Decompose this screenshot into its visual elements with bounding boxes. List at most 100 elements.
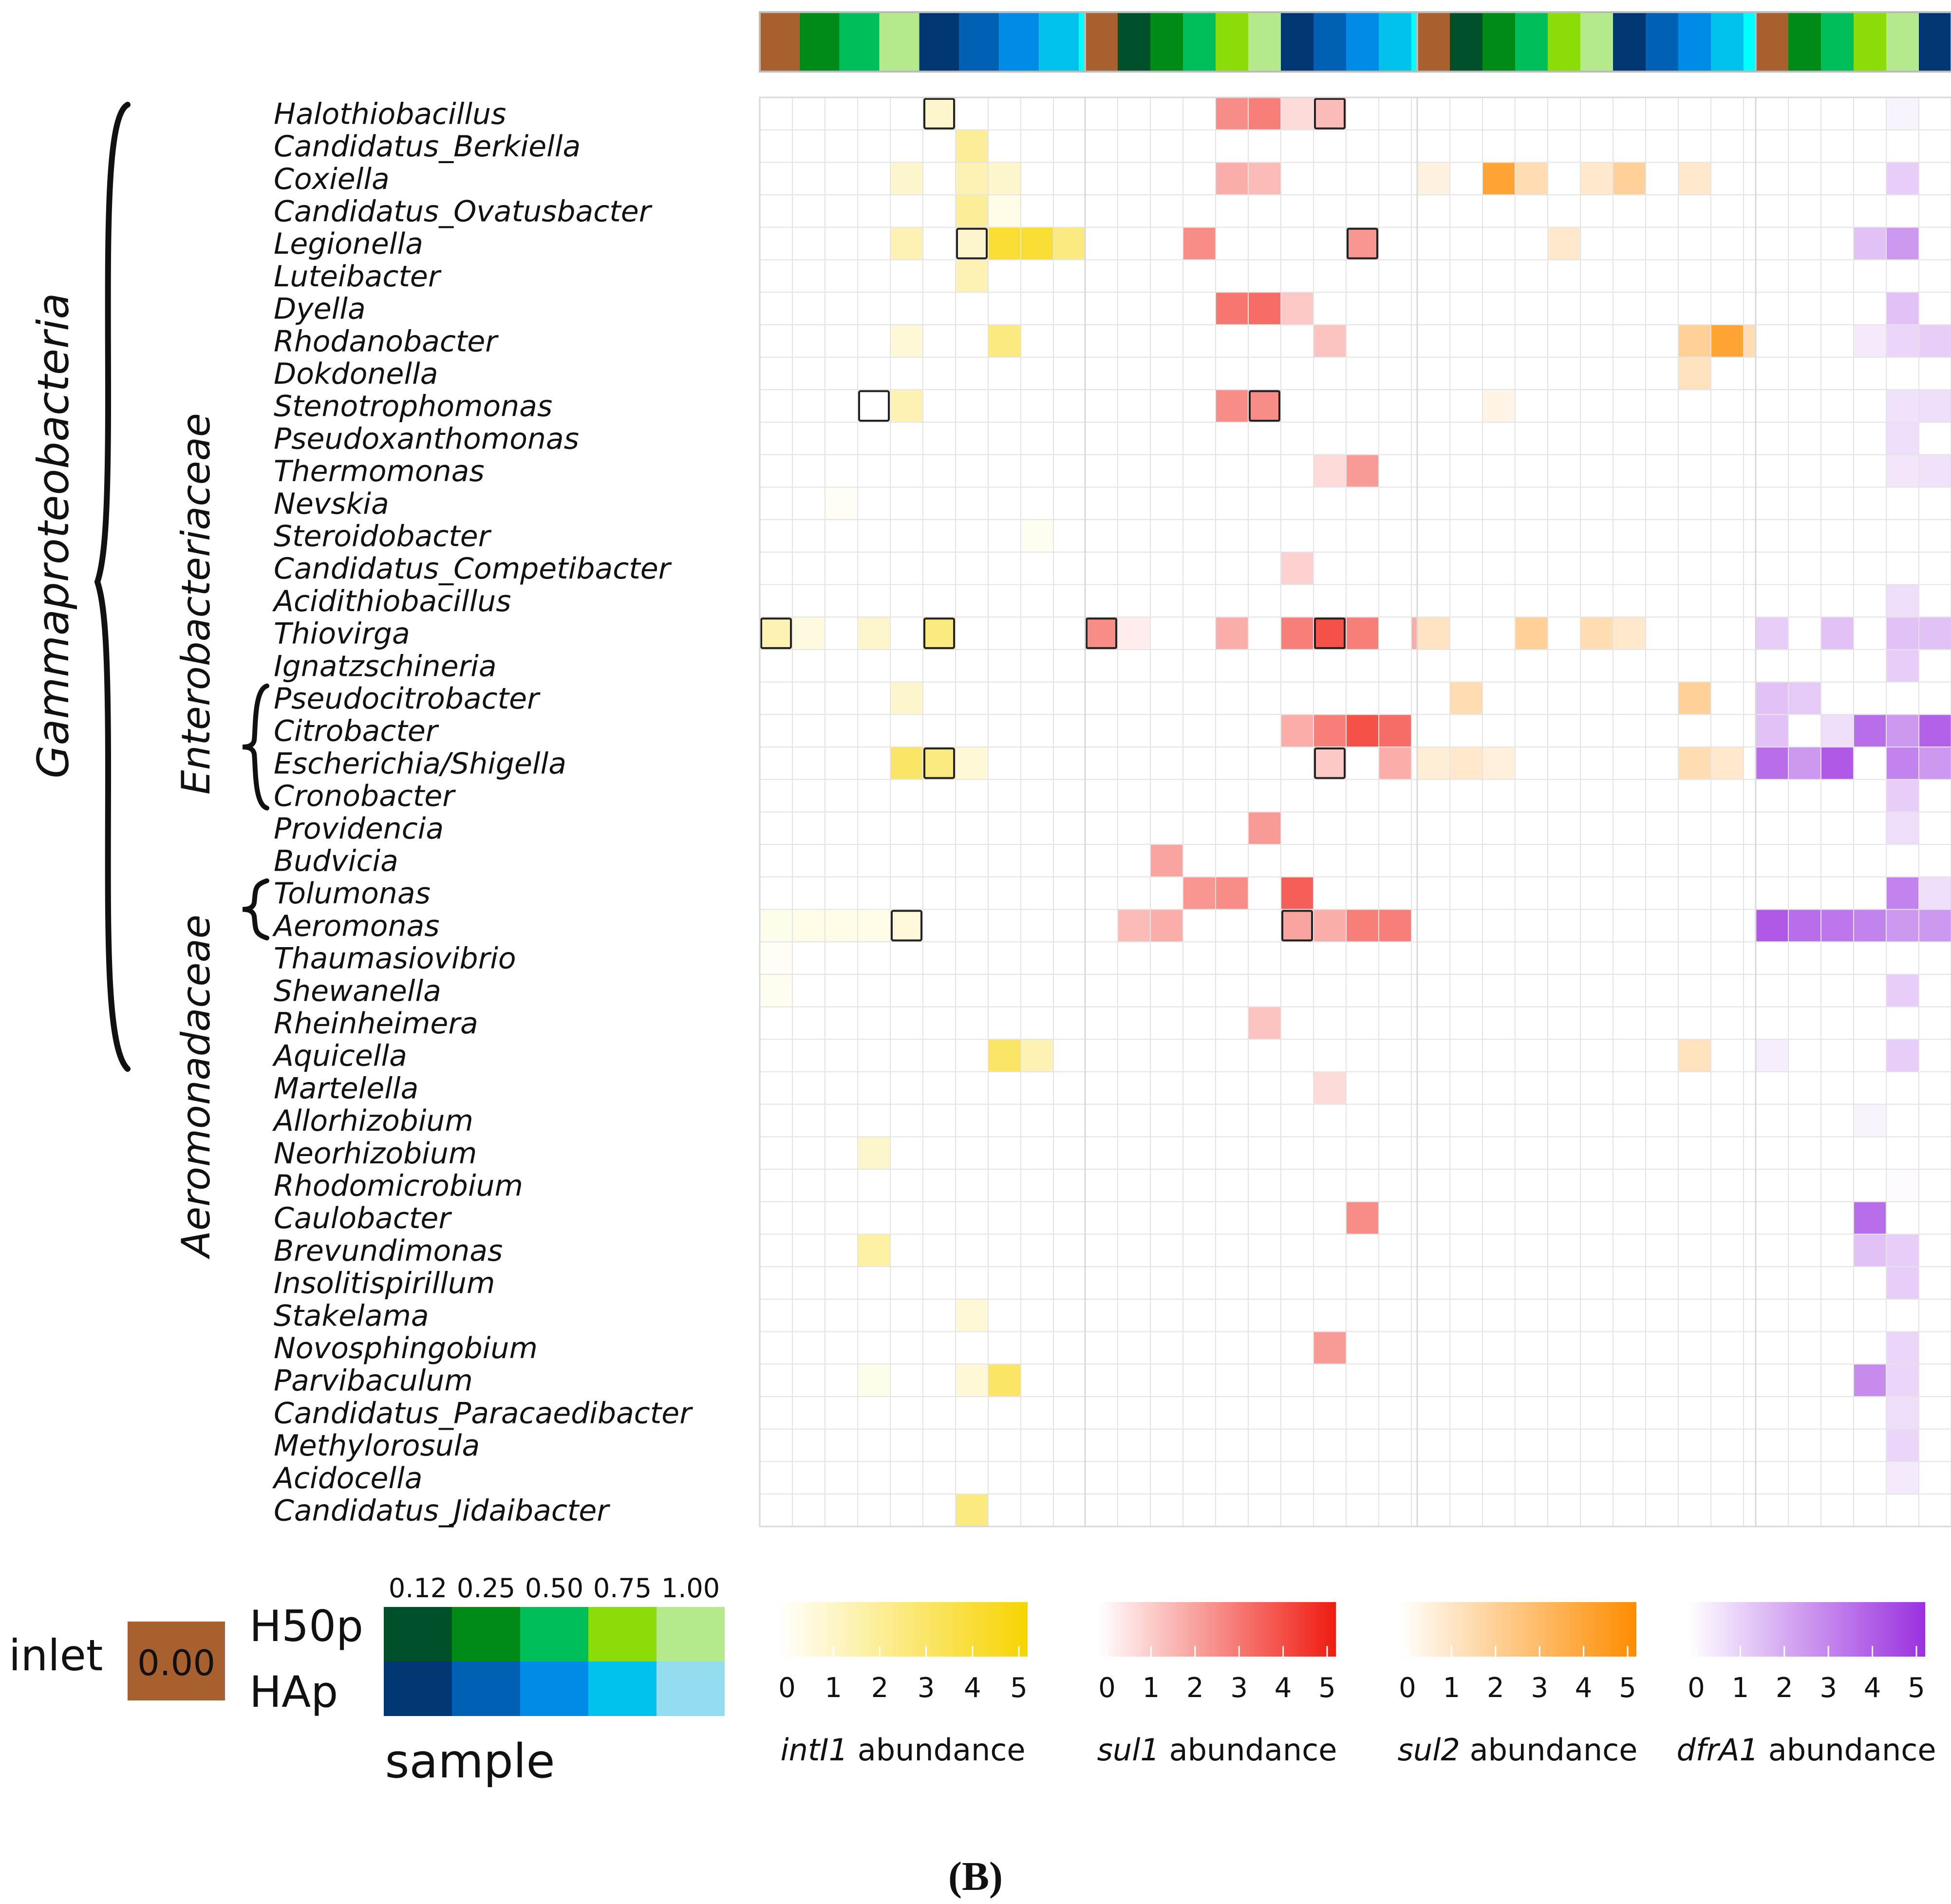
- heatmap-cell: [857, 1428, 891, 1462]
- heatmap-cell: [759, 1039, 793, 1073]
- heatmap-cell: [1645, 1169, 1679, 1202]
- heatmap-cell: [1117, 1428, 1151, 1462]
- heatmap-cell: [1755, 1298, 1789, 1332]
- heatmap-cell: [1788, 779, 1821, 813]
- sample-strip-cell: [1281, 12, 1313, 72]
- heatmap-cell: [1053, 616, 1087, 650]
- heatmap-cell: [1820, 1493, 1854, 1527]
- heatmap-cell: [1755, 973, 1789, 1008]
- heatmap-cell: [1117, 551, 1151, 585]
- heatmap-cell: [1547, 876, 1581, 910]
- heatmap-cell: [1580, 389, 1613, 423]
- heatmap-cell: [1182, 1461, 1216, 1495]
- heatmap-cell: [1547, 1461, 1581, 1495]
- heatmap-cell: [1515, 714, 1548, 748]
- heatmap-cell: [1678, 844, 1711, 877]
- heatmap-cell: [759, 1006, 793, 1040]
- heatmap-cell: [1482, 1136, 1516, 1170]
- heatmap-cell: [1918, 1493, 1951, 1527]
- heatmap-cell: [1378, 422, 1412, 455]
- heatmap-cell: [1515, 259, 1548, 293]
- heatmap-cell: [1886, 941, 1919, 975]
- heatmap-cell: [1020, 1039, 1054, 1073]
- heatmap-cell: [1150, 1298, 1183, 1332]
- heatmap-cell: [792, 616, 825, 650]
- colorbar-tick-label: 3: [1820, 1672, 1837, 1704]
- legend-h50p-swatch: [520, 1607, 588, 1661]
- heatmap-cell: [1710, 389, 1744, 423]
- heatmap-cell: [1020, 356, 1054, 391]
- heatmap-cell: [1378, 876, 1412, 910]
- heatmap-cell: [1820, 973, 1854, 1008]
- heatmap-cell: [1645, 454, 1679, 488]
- heatmap-cell: [1580, 129, 1613, 163]
- heatmap-cell: [1215, 519, 1249, 553]
- sample-strip-cell: [1678, 12, 1711, 72]
- highlighted-cell: [1314, 617, 1346, 649]
- heatmap-cell: [1710, 1396, 1744, 1430]
- heatmap-cell: [1117, 1201, 1151, 1235]
- heatmap-cell: [1886, 747, 1919, 780]
- heatmap-cell: [1053, 844, 1087, 877]
- heatmap-cell: [1710, 551, 1744, 585]
- heatmap-cell: [1755, 1331, 1789, 1365]
- legend-hap-swatch: [588, 1661, 657, 1716]
- heatmap-cell: [1215, 1266, 1249, 1300]
- heatmap-cell: [1515, 1006, 1548, 1040]
- heatmap-cell: [890, 909, 923, 943]
- heatmap-cell: [1918, 162, 1951, 196]
- heatmap-cell: [1378, 226, 1412, 261]
- heatmap-cell: [1215, 129, 1249, 163]
- heatmap-cell: [988, 356, 1021, 391]
- heatmap-cell: [792, 779, 825, 813]
- heatmap-cell: [1020, 519, 1054, 553]
- heatmap-cell: [825, 356, 858, 391]
- sample-strip-cell: [959, 12, 999, 72]
- heatmap-cell: [1150, 1363, 1183, 1398]
- heatmap-cell: [1346, 292, 1379, 325]
- heatmap-cell: [1150, 551, 1183, 585]
- heatmap-cell: [1613, 1461, 1646, 1495]
- heatmap-cell: [1482, 519, 1516, 553]
- heatmap-cell: [1853, 1428, 1887, 1462]
- heatmap-cell: [857, 779, 891, 813]
- heatmap-cell: [1378, 1493, 1412, 1527]
- heatmap-cell: [988, 129, 1021, 163]
- heatmap-cell: [922, 1136, 956, 1170]
- heatmap-cell: [1547, 292, 1581, 325]
- heatmap-cell: [1346, 1428, 1379, 1462]
- heatmap-cell: [1580, 551, 1613, 585]
- heatmap-cell: [1020, 747, 1054, 780]
- heatmap-cell: [890, 649, 923, 683]
- heatmap-cell: [1215, 162, 1249, 196]
- heatmap-cell: [1150, 876, 1183, 910]
- heatmap-cell: [1150, 486, 1183, 521]
- heatmap-cell: [792, 747, 825, 780]
- heatmap-cell: [857, 324, 891, 358]
- heatmap-cell: [955, 324, 989, 358]
- heatmap-cell: [1313, 519, 1347, 553]
- heatmap-cell: [1482, 747, 1516, 780]
- heatmap-cell: [1918, 681, 1951, 715]
- heatmap-cell: [1482, 1201, 1516, 1235]
- heatmap-cell: [1346, 454, 1379, 488]
- heatmap-cell: [1313, 1071, 1347, 1105]
- heatmap-cell: [857, 356, 891, 391]
- heatmap-cell: [1678, 454, 1711, 488]
- heatmap-cell: [1085, 909, 1118, 943]
- heatmap-cell: [1515, 551, 1548, 585]
- heatmap-cell: [1280, 681, 1314, 715]
- heatmap-cell: [1117, 486, 1151, 521]
- heatmap-cell: [1580, 616, 1613, 650]
- heatmap-cell: [1515, 389, 1548, 423]
- heatmap-cell: [1378, 844, 1412, 877]
- heatmap-cell: [922, 811, 956, 845]
- heatmap-cell: [1710, 779, 1744, 813]
- heatmap-cell: [1547, 584, 1581, 618]
- heatmap-cell: [1215, 1298, 1249, 1332]
- heatmap-cell: [922, 1039, 956, 1073]
- heatmap-cell: [1678, 876, 1711, 910]
- heatmap-cell: [1053, 747, 1087, 780]
- heatmap-cell: [1678, 194, 1711, 228]
- heatmap-cell: [1020, 1331, 1054, 1365]
